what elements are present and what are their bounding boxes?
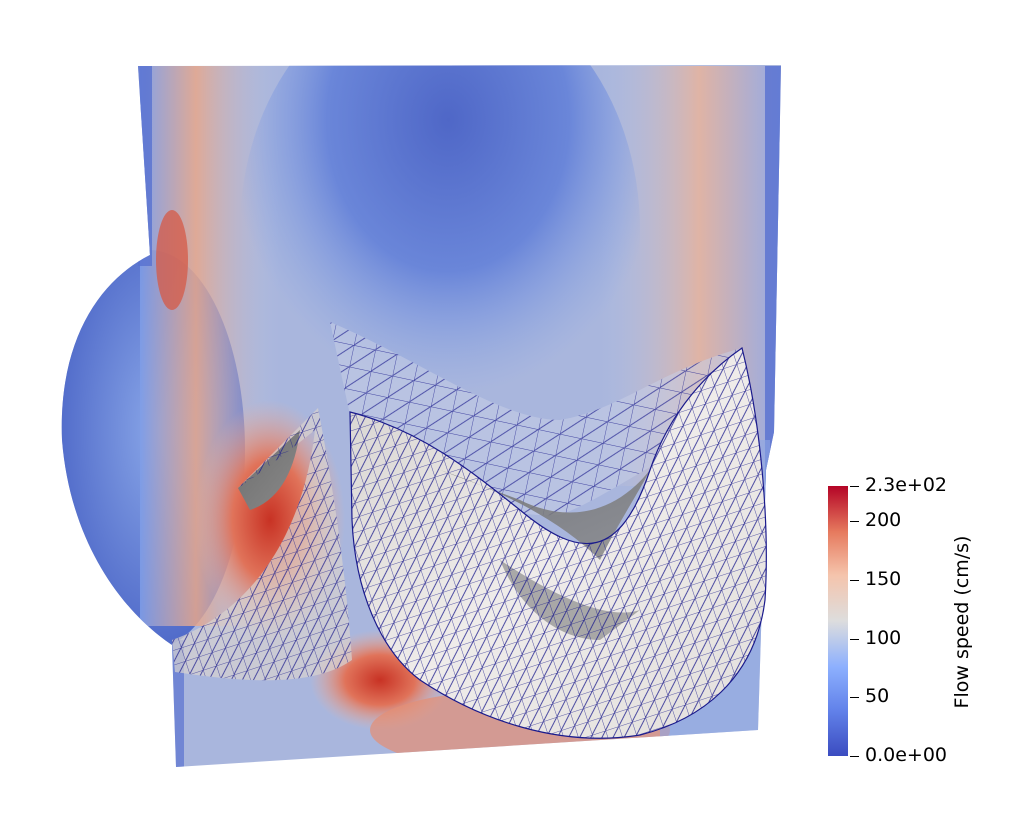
left-leaflet bbox=[172, 408, 352, 681]
colorbar bbox=[828, 486, 848, 756]
colorbar-tick-label: 0.0e+00 bbox=[865, 744, 948, 766]
colorbar-tick-mark bbox=[850, 756, 859, 757]
colorbar-tick-mark bbox=[850, 580, 859, 581]
colorbar-tick-mark bbox=[850, 697, 859, 698]
colorbar-tick-label: 50 bbox=[865, 685, 890, 707]
colorbar-tick-label: 2.3e+02 bbox=[865, 474, 948, 496]
colorbar-tick-label: 100 bbox=[865, 627, 902, 649]
colorbar-gradient bbox=[828, 486, 848, 756]
colorbar-tick-mark bbox=[850, 486, 859, 487]
colorbar-tick-mark bbox=[850, 521, 859, 522]
right-leaflet bbox=[349, 347, 767, 739]
colorbar-tick-mark bbox=[850, 639, 859, 640]
colorbar-title: Flow speed (cm/s) bbox=[951, 535, 973, 709]
colorbar-tick-label: 150 bbox=[865, 568, 902, 590]
colorbar-tick-label: 200 bbox=[865, 509, 902, 531]
